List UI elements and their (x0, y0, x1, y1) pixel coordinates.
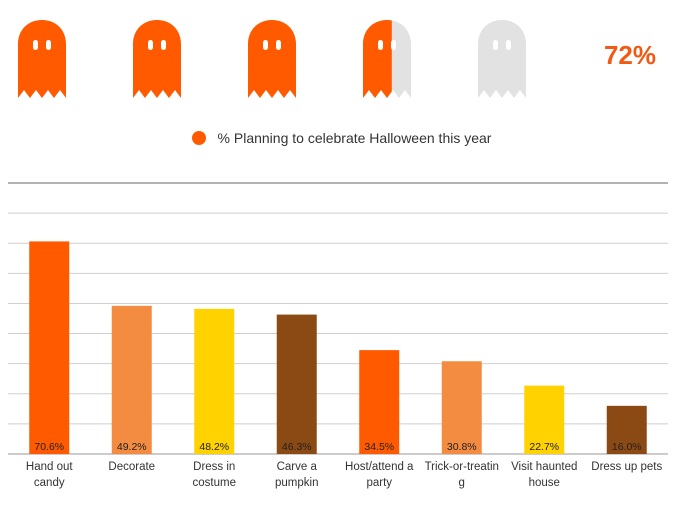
ghost-icon (248, 20, 296, 100)
ghost-pictogram-row (0, 0, 683, 110)
x-tick-label: Dress in costume (193, 461, 236, 489)
ghost-icon (363, 20, 411, 100)
x-tick-label: Host/attend a party (345, 461, 414, 489)
bar-data-label: 16.0% (612, 441, 642, 453)
ghost-icon (133, 20, 181, 100)
x-tick-label: Dress up pets (591, 461, 662, 473)
ghost-icon (18, 20, 66, 100)
bar (194, 308, 235, 454)
bar-data-label: 48.2% (199, 441, 229, 453)
bar (276, 314, 317, 454)
bar-data-label: 46.3% (282, 441, 312, 453)
legend: % Planning to celebrate Halloween this y… (0, 130, 683, 146)
bar (441, 361, 482, 454)
percent-total-label: 72% (603, 40, 657, 70)
bar-data-label: 34.5% (364, 441, 394, 453)
legend-swatch (191, 131, 206, 145)
bar-data-label: 22.7% (529, 441, 559, 453)
x-tick-label: Trick-or-treatin g (425, 461, 499, 489)
bar (29, 241, 70, 454)
bar (359, 350, 400, 454)
bar (111, 305, 152, 454)
ghost-icon (478, 20, 526, 100)
x-tick-label: Decorate (108, 461, 155, 473)
bar-data-label: 70.6% (34, 441, 64, 453)
x-tick-label: Visit haunted house (511, 461, 577, 489)
bar (524, 385, 565, 454)
x-tick-label: Hand out candy (26, 461, 73, 489)
x-tick-label: Carve a pumpkin (275, 461, 318, 489)
bar (606, 405, 647, 454)
legend-label: % Planning to celebrate Halloween this y… (217, 130, 492, 146)
bar-data-label: 49.2% (117, 441, 147, 453)
bar-data-label: 30.8% (447, 441, 477, 453)
